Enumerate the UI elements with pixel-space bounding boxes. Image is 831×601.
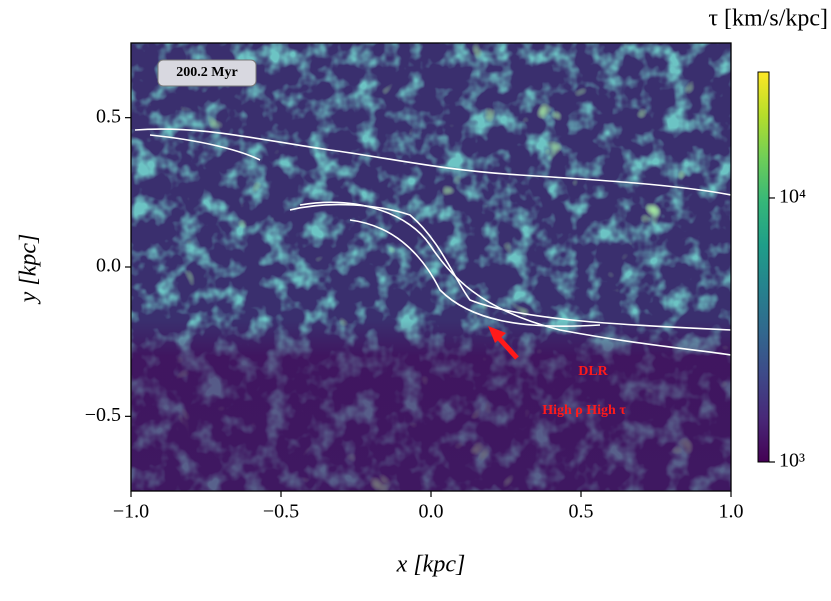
region-label: High ρ High τ (542, 403, 626, 418)
x-tick-label: −1.0 (113, 501, 149, 523)
x-axis-label: x [kpc] (396, 552, 466, 578)
arrow (495, 334, 519, 360)
colorbar (757, 71, 770, 463)
x-tick-label: 1.0 (719, 501, 744, 523)
dlr-label: DLR (578, 364, 608, 379)
y-axis-label: y [kpc] (16, 234, 42, 305)
time-label: 200.2 Myr (176, 65, 237, 80)
y-tick-label: −0.5 (85, 404, 121, 426)
y-tick-label: 0.5 (96, 105, 121, 127)
density-contours (134, 128, 731, 356)
colorbar-tick-label: 10⁴ (779, 186, 806, 208)
field-image (131, 43, 731, 491)
x-tick-label: −0.5 (263, 501, 299, 523)
time-box (157, 59, 257, 87)
x-tick-label: 0.0 (419, 501, 444, 523)
x-tick-label: 0.5 (569, 501, 594, 523)
y-tick-label: 0.0 (96, 255, 121, 277)
arrow-head (488, 326, 506, 343)
colorbar-label: τ [km/s/kpc] (708, 6, 828, 32)
colorbar-tick-label: 10³ (779, 450, 805, 472)
